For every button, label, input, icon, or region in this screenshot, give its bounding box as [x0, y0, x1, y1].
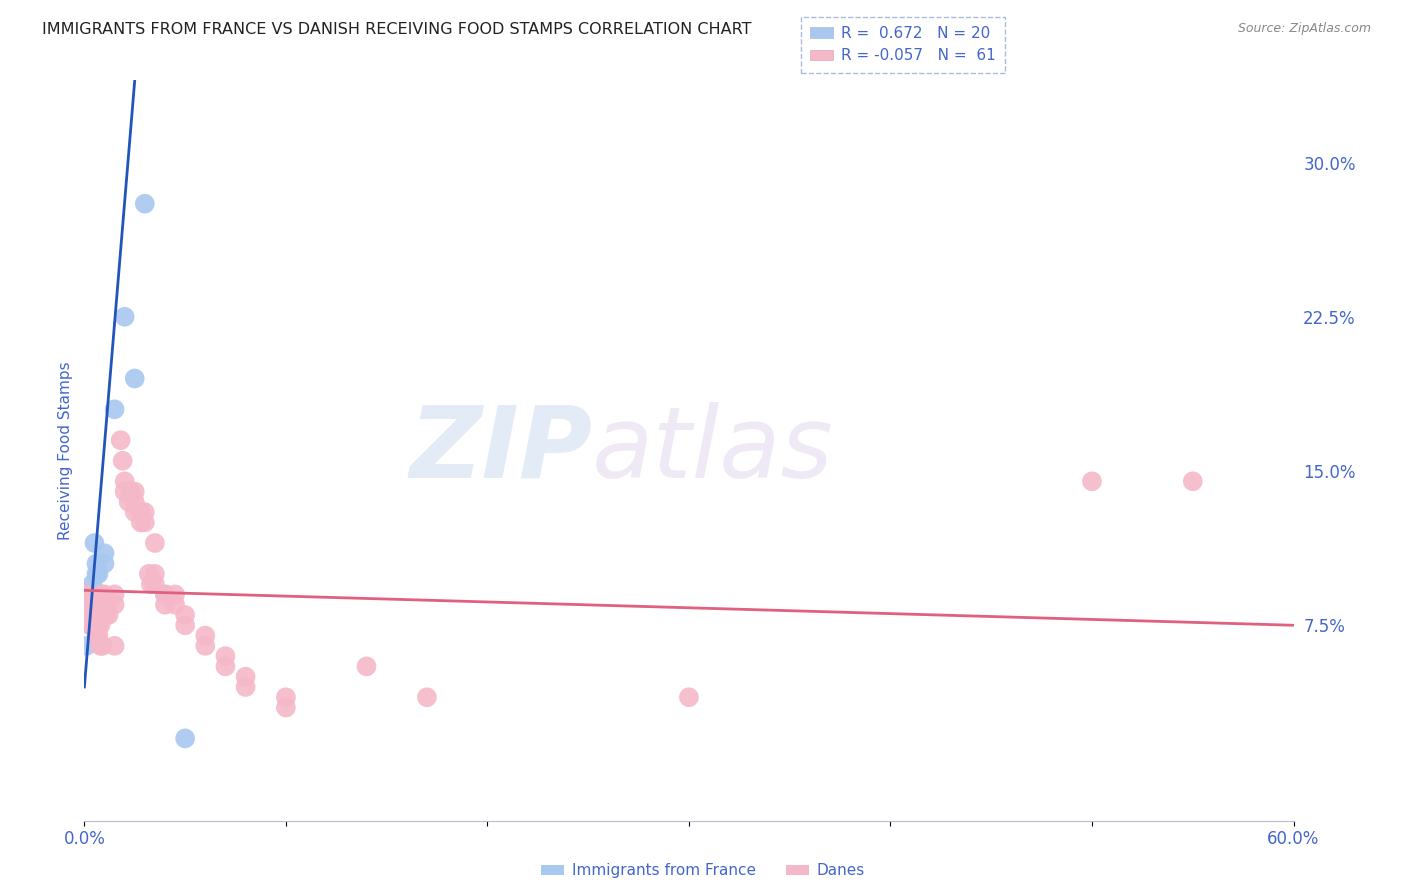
Point — [87, 618, 110, 632]
Point — [86, 629, 108, 643]
Text: Source: ZipAtlas.com: Source: ZipAtlas.com — [1237, 22, 1371, 36]
Point — [124, 505, 146, 519]
Point — [79, 618, 101, 632]
Point — [77, 607, 100, 622]
Point — [97, 607, 120, 622]
Point — [1081, 475, 1104, 489]
Point — [129, 516, 152, 530]
Point — [89, 618, 111, 632]
Point — [104, 598, 127, 612]
Point — [143, 566, 166, 581]
Point — [118, 495, 141, 509]
Point — [120, 484, 142, 499]
Point — [79, 618, 101, 632]
Point — [91, 639, 114, 653]
Point — [91, 587, 114, 601]
Point — [86, 557, 108, 571]
Point — [143, 536, 166, 550]
Point — [214, 659, 236, 673]
Point — [174, 731, 197, 746]
Point — [138, 566, 160, 581]
Point — [153, 598, 176, 612]
Text: atlas: atlas — [592, 402, 834, 499]
Point — [153, 587, 176, 601]
Point — [235, 670, 257, 684]
Point — [356, 659, 378, 673]
Point — [139, 577, 162, 591]
Point — [77, 598, 100, 612]
Point — [114, 475, 136, 489]
Point — [104, 639, 127, 653]
Point — [174, 618, 197, 632]
Legend: Immigrants from France, Danes: Immigrants from France, Danes — [534, 857, 872, 884]
Point — [274, 690, 297, 705]
Point — [75, 587, 97, 601]
Point — [96, 598, 118, 612]
Point — [153, 587, 176, 601]
Point — [194, 639, 217, 653]
Point — [83, 618, 105, 632]
Point — [129, 505, 152, 519]
Point — [110, 433, 132, 447]
Point — [134, 505, 156, 519]
Point — [82, 577, 104, 591]
Point — [93, 598, 115, 612]
Point — [114, 484, 136, 499]
Point — [75, 598, 97, 612]
Text: IMMIGRANTS FROM FRANCE VS DANISH RECEIVING FOOD STAMPS CORRELATION CHART: IMMIGRANTS FROM FRANCE VS DANISH RECEIVI… — [42, 22, 752, 37]
Point — [124, 484, 146, 499]
Text: ZIP: ZIP — [409, 402, 592, 499]
Point — [93, 557, 115, 571]
Point — [174, 607, 197, 622]
Point — [87, 566, 110, 581]
Point — [91, 598, 114, 612]
Point — [104, 587, 127, 601]
Point — [124, 495, 146, 509]
Point — [86, 618, 108, 632]
Point — [77, 587, 100, 601]
Point — [83, 587, 105, 601]
Point — [165, 598, 187, 612]
Point — [1181, 475, 1204, 489]
Point — [214, 649, 236, 664]
Point — [194, 629, 217, 643]
Point — [82, 618, 104, 632]
Point — [79, 607, 101, 622]
Point — [416, 690, 439, 705]
Point — [111, 454, 134, 468]
Point — [165, 587, 187, 601]
Point — [678, 690, 700, 705]
Point — [134, 516, 156, 530]
Point — [93, 546, 115, 560]
Point — [93, 587, 115, 601]
Point — [134, 196, 156, 211]
Point — [124, 371, 146, 385]
Point — [143, 577, 166, 591]
Point — [104, 402, 127, 417]
Point — [114, 310, 136, 324]
Point — [89, 639, 111, 653]
Point — [96, 607, 118, 622]
Point — [79, 598, 101, 612]
Y-axis label: Receiving Food Stamps: Receiving Food Stamps — [58, 361, 73, 540]
Point — [75, 639, 97, 653]
Point — [86, 566, 108, 581]
Point — [83, 607, 105, 622]
Point — [235, 680, 257, 694]
Point — [89, 598, 111, 612]
Point — [274, 700, 297, 714]
Point — [87, 629, 110, 643]
Point — [82, 607, 104, 622]
Point — [83, 536, 105, 550]
